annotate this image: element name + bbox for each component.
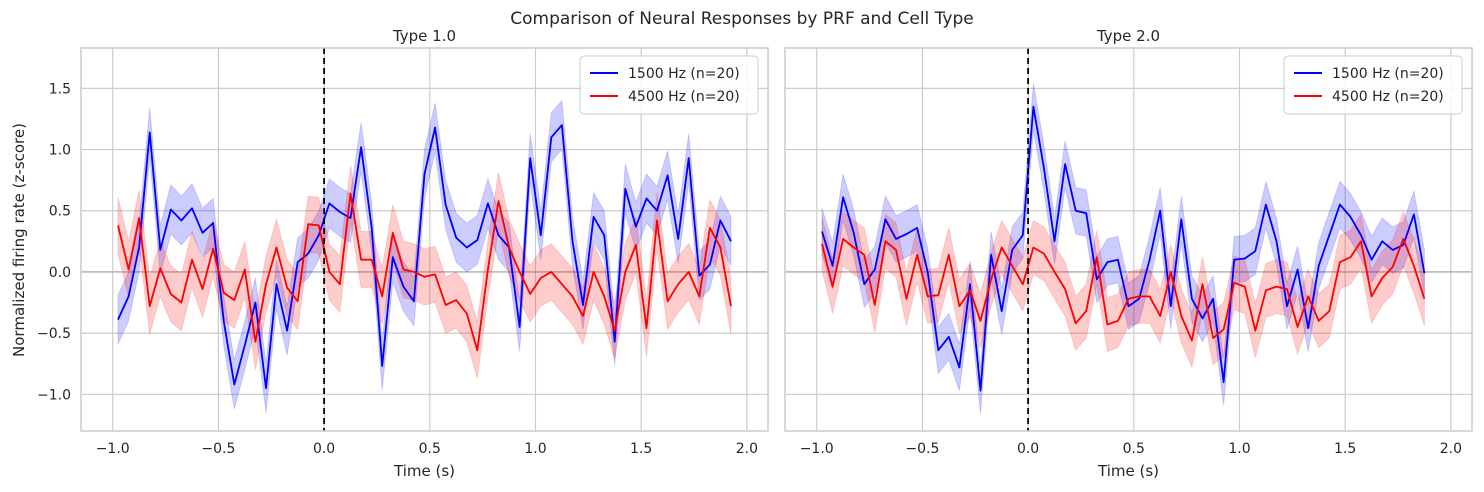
series-0-line (117, 124, 732, 390)
legend: 1500 Hz (n=20) 4500 Hz (n=20) (1283, 55, 1463, 115)
panel-title: Type 2.0 (1096, 27, 1160, 45)
legend-entry-label: 1500 Hz (n=20) (1332, 66, 1444, 82)
x-tick-label: −0.5 (201, 441, 235, 457)
y-tick-label: −0.5 (37, 326, 71, 342)
legend-entry-label: 4500 Hz (n=20) (1332, 89, 1444, 105)
series-0-line (821, 105, 1426, 392)
series-1-error-band (821, 210, 1425, 370)
series-1-error-band (117, 165, 732, 379)
x-tick-label: −1.0 (96, 441, 130, 457)
y-tick-label: 0.0 (49, 265, 71, 281)
x-tick-label: −1.0 (800, 441, 834, 457)
legend-entry-label: 4500 Hz (n=20) (628, 89, 740, 105)
axes-frame (784, 47, 1473, 432)
x-tick-label: 0.0 (313, 441, 335, 457)
axes-frame (80, 47, 769, 432)
panel-title: Type 1.0 (392, 27, 456, 45)
series-1-line (117, 192, 732, 352)
series-1-line (821, 237, 1426, 342)
x-tick-label: 0.5 (1123, 441, 1145, 457)
y-tick-label: −1.0 (37, 387, 71, 403)
legend-box (579, 55, 759, 115)
x-tick-label: 0.5 (419, 441, 441, 457)
y-tick-label: 1.5 (49, 81, 71, 97)
legend: 1500 Hz (n=20) 4500 Hz (n=20) (579, 55, 759, 115)
x-tick-label: 1.5 (1334, 441, 1356, 457)
x-tick-label: 1.0 (1228, 441, 1250, 457)
y-tick-label: 1.0 (49, 143, 71, 159)
x-tick-label: 1.0 (524, 441, 546, 457)
panel-type-2: −1.0 −0.5 0.0 0.5 1.0 1.5 2.0 Type 2.0 Time (s) 1… (784, 27, 1473, 480)
x-tick-label: 2.0 (736, 441, 758, 457)
x-tick-label: 2.0 (1440, 441, 1462, 457)
legend-entry-label: 1500 Hz (n=20) (628, 66, 740, 82)
x-tick-label: 1.5 (630, 441, 652, 457)
panel-type-1: −1.0 −0.5 0.0 0.5 1.0 1.5 2.0 −1.0 −0.5 0.0 0.5 1.0… (37, 27, 769, 480)
figure-title: Comparison of Neural Responses by PRF an… (510, 9, 973, 29)
legend-box (1283, 55, 1463, 115)
y-tick-label: 0.5 (49, 204, 71, 220)
x-tick-label: −0.5 (905, 441, 939, 457)
x-axis-label: Time (s) (393, 462, 455, 480)
x-axis-label: Time (s) (1097, 462, 1159, 480)
x-tick-label: 0.0 (1017, 441, 1039, 457)
y-axis-label: Normalized firing rate (z-score) (10, 123, 28, 357)
